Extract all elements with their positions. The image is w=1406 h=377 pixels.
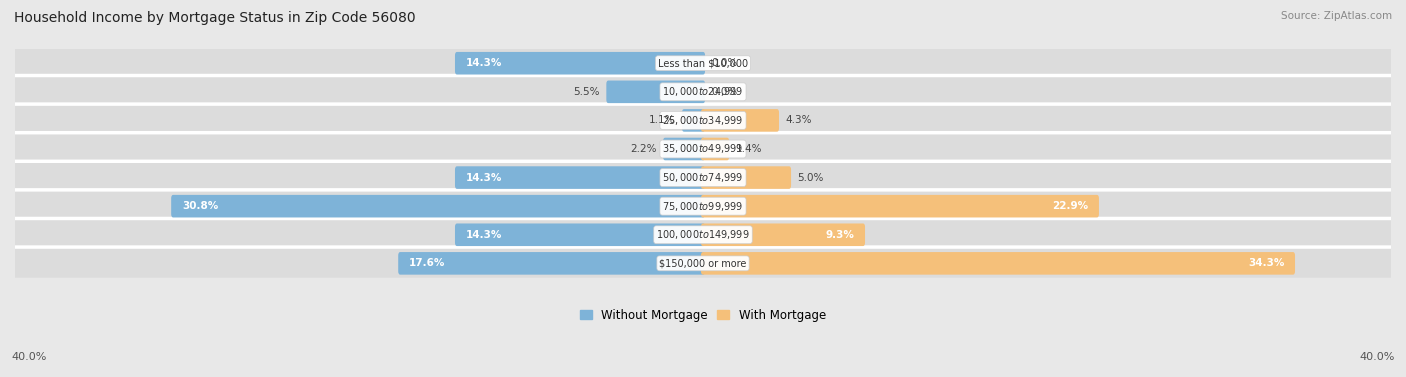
FancyBboxPatch shape xyxy=(3,247,1403,280)
Text: Less than $10,000: Less than $10,000 xyxy=(658,58,748,68)
Text: 34.3%: 34.3% xyxy=(1249,258,1284,268)
FancyBboxPatch shape xyxy=(3,133,1403,165)
Text: 0.0%: 0.0% xyxy=(711,87,738,97)
FancyBboxPatch shape xyxy=(3,75,1403,108)
FancyBboxPatch shape xyxy=(3,218,1403,251)
FancyBboxPatch shape xyxy=(702,195,1099,218)
FancyBboxPatch shape xyxy=(3,104,1403,137)
FancyBboxPatch shape xyxy=(702,224,865,246)
Text: 1.4%: 1.4% xyxy=(735,144,762,154)
Text: $10,000 to $24,999: $10,000 to $24,999 xyxy=(662,85,744,98)
FancyBboxPatch shape xyxy=(172,195,704,218)
Text: $50,000 to $74,999: $50,000 to $74,999 xyxy=(662,171,744,184)
FancyBboxPatch shape xyxy=(702,166,792,189)
FancyBboxPatch shape xyxy=(682,109,704,132)
Text: Household Income by Mortgage Status in Zip Code 56080: Household Income by Mortgage Status in Z… xyxy=(14,11,416,25)
Text: 4.3%: 4.3% xyxy=(786,115,813,126)
Text: 5.5%: 5.5% xyxy=(574,87,600,97)
Text: 14.3%: 14.3% xyxy=(465,173,502,182)
FancyBboxPatch shape xyxy=(702,252,1295,275)
FancyBboxPatch shape xyxy=(3,190,1403,222)
FancyBboxPatch shape xyxy=(456,224,704,246)
Text: 14.3%: 14.3% xyxy=(465,230,502,240)
Text: 22.9%: 22.9% xyxy=(1052,201,1088,211)
Text: $75,000 to $99,999: $75,000 to $99,999 xyxy=(662,200,744,213)
Text: 0.0%: 0.0% xyxy=(711,58,738,68)
FancyBboxPatch shape xyxy=(3,47,1403,80)
Text: 17.6%: 17.6% xyxy=(409,258,446,268)
FancyBboxPatch shape xyxy=(702,138,730,160)
Text: $35,000 to $49,999: $35,000 to $49,999 xyxy=(662,143,744,155)
Text: 5.0%: 5.0% xyxy=(797,173,824,182)
Text: 1.1%: 1.1% xyxy=(650,115,675,126)
Text: $100,000 to $149,999: $100,000 to $149,999 xyxy=(657,228,749,241)
Text: 2.2%: 2.2% xyxy=(630,144,657,154)
FancyBboxPatch shape xyxy=(456,52,704,75)
Text: 9.3%: 9.3% xyxy=(825,230,855,240)
FancyBboxPatch shape xyxy=(606,81,704,103)
Text: 40.0%: 40.0% xyxy=(11,352,46,362)
FancyBboxPatch shape xyxy=(456,166,704,189)
Text: 40.0%: 40.0% xyxy=(1360,352,1395,362)
FancyBboxPatch shape xyxy=(398,252,704,275)
Legend: Without Mortgage, With Mortgage: Without Mortgage, With Mortgage xyxy=(581,309,825,322)
FancyBboxPatch shape xyxy=(3,161,1403,194)
Text: $150,000 or more: $150,000 or more xyxy=(659,258,747,268)
Text: Source: ZipAtlas.com: Source: ZipAtlas.com xyxy=(1281,11,1392,21)
Text: 30.8%: 30.8% xyxy=(181,201,218,211)
Text: $25,000 to $34,999: $25,000 to $34,999 xyxy=(662,114,744,127)
FancyBboxPatch shape xyxy=(702,109,779,132)
FancyBboxPatch shape xyxy=(664,138,704,160)
Text: 14.3%: 14.3% xyxy=(465,58,502,68)
